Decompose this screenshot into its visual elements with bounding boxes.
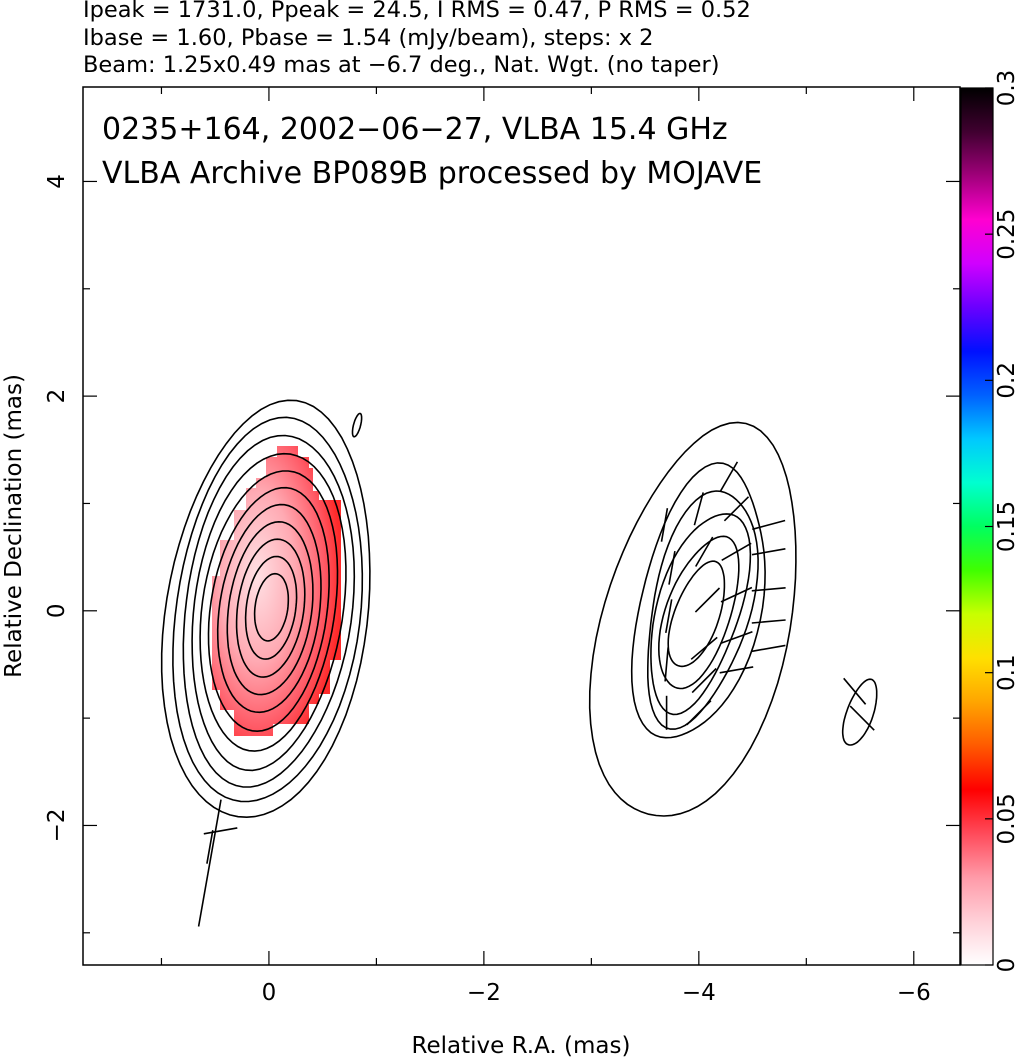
evpa-stick-group: [197, 461, 875, 927]
y-tick-label: 2: [44, 389, 70, 404]
y-tick-label: −2: [44, 809, 70, 843]
x-tick-label: −6: [897, 980, 931, 1006]
x-tick-label: 0: [262, 980, 277, 1006]
jet-knot-contour: [650, 513, 752, 716]
y-tick-label: 4: [44, 174, 70, 189]
core-contour: [172, 416, 364, 803]
evpa-long-stick: [197, 799, 222, 927]
evpa-stick: [690, 636, 718, 660]
evpa-stick: [719, 666, 754, 674]
evpa-stick: [686, 700, 712, 726]
evpa-stick: [691, 667, 717, 694]
evpa-stick: [721, 542, 752, 561]
header-line-3: Beam: 1.25x0.49 mas at −6.7 deg., Nat. W…: [83, 52, 720, 78]
colorbar-tick-label: 0.05: [994, 793, 1020, 844]
core-contour: [182, 434, 356, 788]
contour-group: [160, 399, 878, 819]
source-annotation: 0235+164, 2002−06−27, VLBA 15.4 GHz: [102, 112, 728, 147]
evpa-stick: [664, 647, 669, 682]
x-tick-label: −4: [682, 980, 716, 1006]
evpa-stick: [720, 631, 753, 645]
colorbar-tick-label: 0.3: [994, 70, 1020, 107]
jet-knot-contour: [657, 535, 740, 690]
jet-knot-contour: [667, 560, 726, 668]
evpa-stick: [751, 587, 786, 592]
core-contour: [244, 555, 298, 660]
jet-knot-contour: [588, 421, 797, 817]
colorbar-ticks: 0 0.05 0.1 0.15 0.2 0.25 0.3: [985, 70, 1020, 973]
core-contour: [199, 470, 339, 752]
evpa-stick: [693, 492, 704, 526]
header-line-1: Ipeak = 1731.0, Ppeak = 24.5, I RMS = 0.…: [83, 0, 751, 23]
header-line-2: Ibase = 1.60, Pbase = 1.54 (mJy/beam), s…: [83, 25, 654, 51]
core-contour: [207, 486, 330, 733]
archive-annotation: VLBA Archive BP089B processed by MOJAVE: [102, 156, 762, 191]
core-contour: [235, 538, 306, 678]
axis-ticks: 0 −2 −4 −6 −2 0 2 4: [44, 87, 960, 1006]
evpa-stick: [751, 644, 786, 653]
evpa-stick: [843, 677, 867, 705]
core-contour: [226, 520, 314, 696]
core-contour: [253, 572, 290, 642]
evpa-stick: [695, 536, 714, 567]
outer-blob-contour: [841, 678, 878, 746]
colorbar-tick-label: 0.25: [994, 209, 1020, 260]
y-axis-label: Relative Declination (mas): [1, 374, 27, 678]
core-side-lobe-contour: [351, 412, 363, 438]
plot-frame: [82, 86, 961, 966]
core-contour: [216, 503, 322, 714]
evpa-stick: [849, 705, 875, 731]
evpa-stick: [723, 496, 750, 522]
evpa-stick: [752, 519, 786, 531]
colorbar-tick-label: 0.15: [994, 501, 1020, 552]
x-tick-label: −2: [467, 980, 501, 1006]
evpa-stick: [719, 461, 739, 492]
evpa-stick: [665, 599, 673, 634]
evpa-stick: [694, 587, 721, 613]
evpa-stick: [660, 508, 669, 542]
evpa-stick: [751, 548, 786, 556]
core-contour: [160, 399, 371, 819]
colorbar-tick-label: 0.2: [994, 362, 1020, 399]
colorbar-tick-label: 0.1: [994, 654, 1020, 691]
y-tick-label: 0: [44, 603, 70, 618]
core-contour: [191, 452, 347, 772]
evpa-stick: [720, 586, 753, 603]
evpa-stick: [203, 827, 238, 835]
evpa-stick: [751, 619, 786, 624]
evpa-stick: [668, 550, 676, 585]
colorbar-tick-label: 0: [994, 958, 1020, 973]
x-axis-label: Relative R.A. (mas): [412, 1033, 631, 1059]
evpa-stick: [206, 830, 214, 864]
jet-knot-contour: [630, 462, 766, 739]
